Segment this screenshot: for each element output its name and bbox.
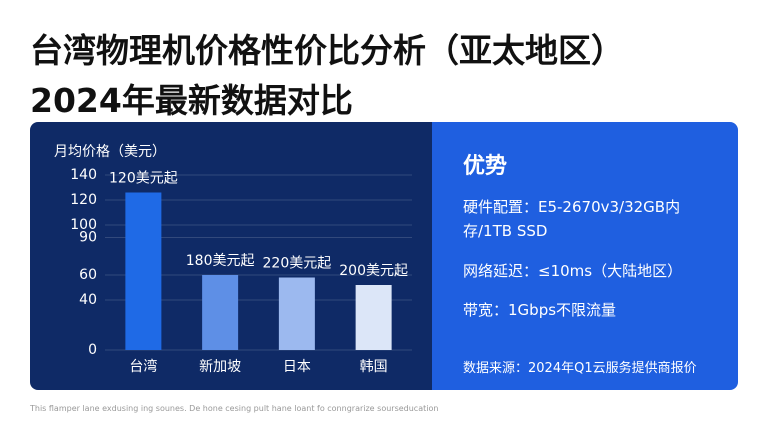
advantage-item: 带宽：1Gbps不限流量: [463, 301, 617, 319]
y-tick-label: 100: [70, 217, 97, 233]
footer: This flamper lane exdusing ing sounes. D…: [30, 404, 439, 413]
source: 数据来源：2024年Q1云服务提供商报价: [463, 361, 697, 376]
advantage-item: 网络延迟：≤10ms（大陆地区）: [463, 262, 683, 280]
price-label: 180美元起: [186, 253, 255, 269]
bar: [202, 275, 239, 350]
y-tick-label: 140: [70, 167, 97, 183]
x-tick-label: 台湾: [129, 358, 157, 375]
advantage-panel: [432, 122, 738, 390]
advantage-title: 优势: [463, 154, 508, 179]
bar: [278, 277, 315, 350]
x-tick-label: 韩国: [360, 359, 388, 375]
subtitle: 2024年最新数据对比: [30, 81, 353, 120]
y-tick-label: 0: [88, 342, 97, 358]
x-tick-label: 新加坡: [199, 359, 241, 375]
y-tick-label: 90: [79, 230, 97, 246]
y-tick-label: 40: [79, 292, 97, 308]
bar: [355, 285, 392, 350]
x-tick-label: 日本: [283, 359, 311, 375]
price-label: 120美元起: [109, 171, 178, 187]
bar: [125, 192, 162, 350]
y-axis-label: 月均价格（美元）: [54, 144, 166, 160]
advantage-item: 硬件配置：E5-2670v3/32GB内: [463, 198, 681, 216]
y-tick-label: 60: [79, 267, 97, 283]
price-label: 220美元起: [263, 256, 332, 272]
y-tick-label: 120: [70, 192, 97, 208]
price-label: 200美元起: [339, 263, 408, 279]
title: 台湾物理机价格性价比分析（亚太地区）: [30, 31, 624, 70]
advantage-item: 存/1TB SSD: [463, 222, 548, 240]
